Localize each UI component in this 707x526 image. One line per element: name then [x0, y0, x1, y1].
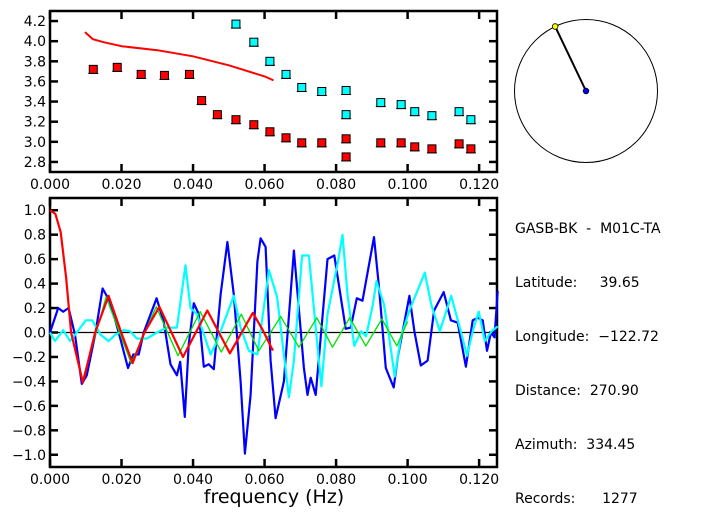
x-tick-label: 0.080 [316, 177, 356, 193]
data-point [410, 142, 420, 152]
data-point [410, 107, 420, 117]
data-point [184, 69, 194, 79]
y-tick-label: 0.4 [24, 277, 46, 293]
longitude: Longitude: −122.72 [515, 329, 659, 345]
center-marker [582, 87, 590, 95]
y-tick-label: 4.2 [24, 14, 46, 30]
data-point [396, 100, 406, 110]
y-tick-label: −0.4 [12, 374, 46, 390]
data-point [427, 111, 437, 121]
x-tick-label: 0.060 [245, 177, 285, 193]
data-point [136, 69, 146, 79]
data-point [281, 69, 291, 79]
y-tick-label: 0.2 [24, 301, 46, 317]
data-point [112, 62, 122, 72]
range-circle [514, 19, 658, 163]
x-axis-label: frequency (Hz) [204, 486, 344, 508]
data-point [212, 110, 222, 120]
data-point [297, 82, 307, 92]
data-point [376, 138, 386, 148]
y-tick-label: 0.8 [24, 228, 46, 244]
x-tick-label: 0.000 [30, 472, 70, 488]
data-point [297, 138, 307, 148]
y-tick-label: 3.8 [24, 54, 46, 70]
data-point [159, 70, 169, 80]
velocity-plot: 0.000 0.020 0.040 0.060 0.080 0.100 0.120 2.8 3.… [24, 9, 499, 193]
distance: Distance: 270.90 [515, 383, 639, 399]
data-point [396, 138, 406, 148]
data-point [249, 120, 259, 130]
y-tick-label: 3.2 [24, 115, 46, 131]
series-line-2 [84, 31, 274, 82]
x-tick-label: 0.100 [388, 177, 428, 193]
series-line-1 [49, 233, 499, 399]
data-point [427, 144, 437, 154]
x-tick-label: 0.040 [173, 177, 213, 193]
data-point [265, 56, 275, 66]
series-line-0 [48, 236, 499, 455]
y-tick-label: 1.0 [24, 203, 46, 219]
data-point [341, 152, 351, 162]
y-tick-label: 3.0 [24, 135, 46, 151]
series-line-2 [82, 296, 409, 380]
x-tick-label: 0.080 [316, 472, 356, 488]
y-tick-label: 0.6 [24, 252, 46, 268]
y-tick-label: −0.2 [12, 350, 46, 366]
data-point [466, 144, 476, 154]
latitude: Latitude: 39.65 [515, 275, 640, 291]
data-point [231, 115, 241, 125]
data-point [249, 37, 259, 47]
data-point [454, 107, 464, 117]
y-tick-label: −0.6 [12, 399, 46, 415]
station-info: GASB-BK - M01C-TA Latitude: 39.65 Longit… [515, 184, 661, 526]
correlation-plot: 0.000 0.020 0.040 0.060 0.080 0.100 0.120 −1.0 −… [12, 196, 499, 488]
y-tick-label: 2.8 [24, 155, 46, 171]
x-tick-label: 0.040 [173, 472, 213, 488]
data-point [281, 133, 291, 143]
data-point [466, 115, 476, 125]
y-tick-label: 0.0 [24, 326, 46, 342]
data-point [376, 98, 386, 108]
y-tick-label: −1.0 [12, 448, 46, 464]
data-point [454, 139, 464, 149]
data-point [88, 64, 98, 74]
x-tick-label: 0.020 [101, 177, 141, 193]
records: Records: 1277 [515, 491, 638, 507]
x-tick-label: 0.100 [388, 472, 428, 488]
x-tick-label: 0.020 [101, 472, 141, 488]
x-tick-label: 0.120 [459, 177, 499, 193]
series-line-3 [49, 209, 274, 384]
station-pair: GASB-BK - M01C-TA [515, 221, 661, 237]
x-tick-label: 0.060 [245, 472, 285, 488]
plot-frame [48, 9, 499, 174]
data-point [317, 87, 327, 96]
data-point [341, 110, 351, 120]
data-point [317, 138, 327, 148]
y-tick-label: 4.0 [24, 34, 46, 50]
x-tick-label: 0.120 [459, 472, 499, 488]
data-point [265, 127, 275, 137]
y-tick-label: −0.8 [12, 423, 46, 439]
data-point [341, 134, 351, 144]
y-tick-label: 3.6 [24, 74, 46, 90]
azimuth: Azimuth: 334.45 [515, 437, 636, 453]
station-marker [551, 23, 559, 30]
data-point [231, 19, 241, 29]
x-tick-label: 0.000 [30, 177, 70, 193]
y-tick-label: 3.4 [24, 95, 46, 111]
azimuth-map [514, 19, 658, 163]
data-point [197, 96, 207, 106]
azimuth-line [554, 26, 587, 92]
data-point [341, 85, 351, 95]
